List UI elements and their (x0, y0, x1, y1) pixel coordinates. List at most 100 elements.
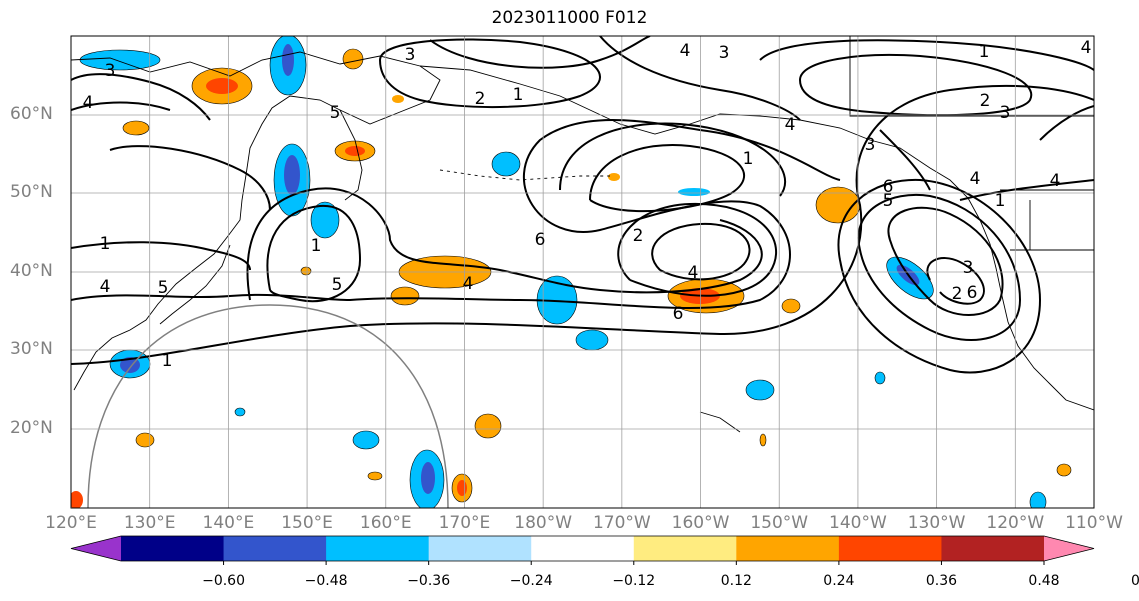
contour-label: 1 (979, 42, 990, 62)
longitude-label: 130°E (123, 513, 176, 533)
colorbar-tick-label: −0.48 (304, 573, 348, 589)
contour-line (959, 179, 1094, 201)
contour-label: 6 (535, 230, 546, 250)
shade-region (759, 433, 767, 447)
contour-label: 6 (883, 177, 894, 197)
shade-region (781, 298, 801, 314)
contour-label: 4 (688, 263, 699, 283)
contour-line (857, 194, 1022, 341)
shade-region (282, 44, 294, 76)
colorbar-tick-label: −0.36 (407, 573, 451, 589)
colorbar-segment (838, 536, 942, 561)
contour-line (837, 178, 1042, 374)
contour-line (109, 145, 271, 211)
shade-region (474, 413, 502, 439)
coastline-north (849, 36, 1094, 117)
longitude-label: 130°W (907, 513, 966, 533)
longitude-label: 170°E (438, 513, 491, 533)
longitude-label: 140°W (829, 513, 887, 533)
contour-line (559, 122, 786, 197)
longitude-label: 120°E (45, 513, 97, 533)
longitude-label: 140°E (202, 513, 255, 533)
contour-line (71, 119, 841, 309)
contour-label: 1 (995, 191, 1006, 211)
shade-region (135, 432, 155, 448)
contour-label: 2 (980, 91, 991, 111)
colorbar-segment (326, 536, 430, 561)
latitude-label: 50°N (10, 182, 53, 202)
shade-region (390, 286, 420, 306)
contour-label: 2 (952, 284, 963, 304)
latitude-label: 40°N (10, 261, 53, 281)
shade-region (575, 329, 609, 351)
contour-line (266, 204, 362, 303)
colorbar-segment (223, 536, 327, 561)
contour-lines (71, 36, 1094, 374)
contour-label: 5 (332, 275, 343, 295)
colorbar-tick-label: 0.36 (925, 573, 958, 589)
shade-region (234, 407, 246, 417)
colorbar-tick-label: −0.24 (509, 573, 553, 589)
shade-region (79, 49, 161, 71)
coastline-alaska (419, 65, 1094, 411)
colorbar-tick-label: −0.12 (612, 573, 656, 589)
colorbar-segment (531, 536, 635, 561)
coastline-hawaii (699, 411, 741, 433)
contour-label: 1 (162, 351, 173, 371)
contour-label: 6 (673, 304, 684, 324)
shade-region (457, 480, 467, 496)
contour-line (799, 54, 1033, 117)
shade-region (1029, 491, 1047, 508)
contour-line (71, 84, 1094, 365)
contour-label: 4 (970, 169, 981, 189)
contour-label: 1 (513, 85, 524, 105)
contour-line (71, 241, 251, 271)
contour-label: 3 (1000, 103, 1011, 123)
contour-label: 4 (83, 93, 94, 113)
contour-line (887, 206, 1004, 316)
latitude-label: 60°N (10, 104, 53, 124)
contour-label: 1 (743, 149, 754, 169)
range-ring (87, 304, 449, 508)
coastline-asia (71, 51, 441, 391)
contour-label: 3 (405, 45, 416, 65)
shade-region (342, 48, 364, 70)
colorbar-tick-label: 0.60 (1130, 573, 1139, 589)
longitude-label: 150°W (750, 513, 809, 533)
shade-region (367, 471, 383, 481)
longitude-label: 120°W (986, 513, 1045, 533)
map-title: 2023011000 F012 (491, 8, 648, 28)
contour-label: 2 (475, 89, 486, 109)
contour-label: 6 (967, 283, 978, 303)
contour-label: 5 (883, 191, 894, 211)
map-frame (70, 35, 1095, 509)
contour-label: 1 (100, 234, 111, 254)
contour-line (429, 36, 651, 69)
coastline-japan (159, 244, 231, 325)
contour-line (599, 36, 801, 121)
contour-line (879, 129, 931, 191)
contour-line (926, 257, 985, 305)
latitude-label: 20°N (10, 418, 53, 438)
longitude-label: 160°W (671, 513, 730, 533)
colorbar-segment (941, 536, 1045, 561)
contour-label: 3 (719, 43, 730, 63)
shade-region (352, 430, 380, 450)
contour-line (617, 202, 777, 297)
contour-line (379, 38, 601, 109)
colorbar-extend-high (1044, 536, 1094, 561)
shade-region (421, 462, 435, 494)
contour-line (759, 39, 1094, 71)
shade-region (71, 491, 83, 508)
colorbar-segment (633, 536, 737, 561)
longitude-label: 150°E (281, 513, 333, 533)
contour-line (71, 101, 171, 111)
shade-region (1056, 463, 1072, 477)
contour-label: 4 (463, 274, 474, 294)
colorbar (70, 535, 1095, 565)
contour-line (589, 144, 745, 213)
colorbar-tick-label: 0.48 (1028, 573, 1060, 589)
longitude-label: 110°W (1065, 513, 1123, 533)
